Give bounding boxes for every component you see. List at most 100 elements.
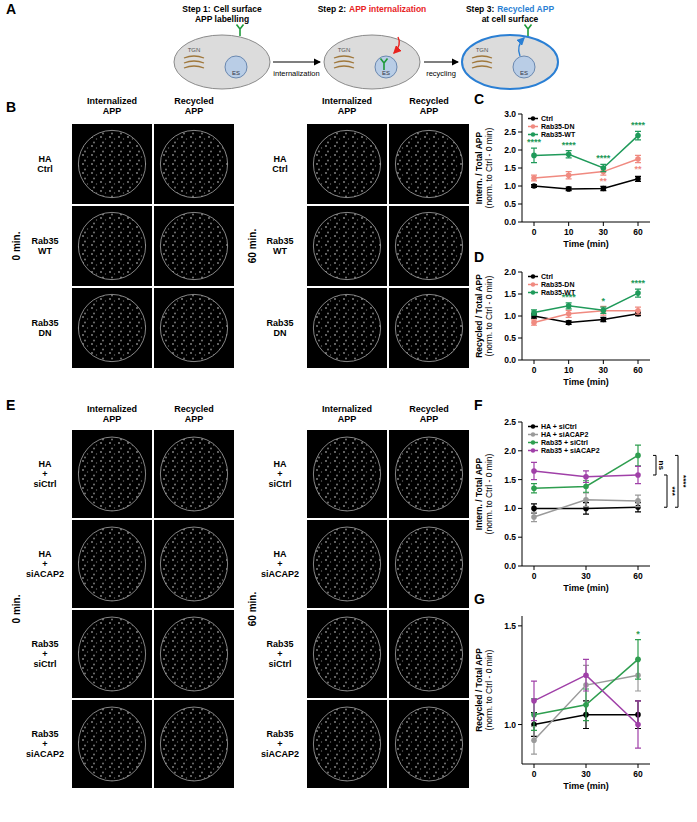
y-tick — [518, 566, 522, 567]
x-tick-label: 30 — [581, 571, 591, 581]
x-axis-title: Time (min) — [563, 781, 608, 791]
row-label-line: Rab35 — [266, 639, 293, 649]
panel-letter: F — [474, 397, 483, 413]
cell-schematic: TGNES — [462, 25, 558, 90]
column-header-line: APP — [338, 106, 357, 116]
data-point — [635, 498, 641, 504]
row-label-line: Rab35 — [266, 236, 293, 246]
column-header-line: APP — [103, 106, 122, 116]
row-label: Rab35+siACAP2 — [261, 729, 299, 759]
micrograph — [72, 288, 152, 368]
legend-label: Rab35 + siACAP2 — [541, 447, 600, 454]
y-tick — [518, 316, 522, 317]
cell-outline — [313, 294, 380, 361]
antibody — [525, 25, 532, 37]
row-label-line: DN — [274, 328, 287, 338]
data-point — [531, 485, 537, 491]
cell — [174, 35, 270, 89]
series-line — [534, 136, 638, 168]
cell-outline — [313, 707, 380, 781]
error-bar — [583, 659, 589, 691]
y-tick-label: 0.0 — [504, 561, 516, 571]
chart: 0.00.51.01.52.00103060Time (min)Recycled… — [474, 267, 650, 387]
legend-marker — [531, 440, 535, 444]
series-line — [534, 179, 638, 189]
step-text: APP internalization — [349, 4, 426, 14]
x-tick — [586, 764, 587, 768]
cell-outline — [160, 437, 227, 511]
row-label-line: HA — [274, 549, 287, 559]
micrograph — [154, 700, 234, 788]
data-point — [531, 514, 537, 520]
cell — [462, 35, 558, 89]
comparison-bracket — [664, 475, 667, 507]
data-point — [635, 290, 641, 296]
data-point — [583, 672, 589, 678]
y-tick-label: 2.0 — [504, 145, 516, 155]
row-label: HACtrl — [37, 154, 53, 174]
legend: HA + siCtrlHA + siACAP2Rab35 + siCtrlRab… — [528, 423, 600, 454]
cell-outline — [78, 130, 145, 197]
row-label-line: Rab35 — [31, 318, 58, 328]
row-label: HA+siCtrl — [268, 459, 291, 489]
row-label-line: Rab35 — [266, 318, 293, 328]
timepoint-label: 60 min. — [247, 229, 258, 264]
micrograph — [154, 520, 234, 608]
column-header: InternalizedAPP — [322, 96, 372, 116]
step-text: Step 3: — [466, 4, 495, 14]
cell-outline — [313, 437, 380, 511]
y-tick — [518, 508, 522, 509]
y-tick — [518, 132, 522, 133]
significance-label: **** — [631, 120, 646, 130]
row-label-line: Rab35 — [266, 729, 293, 739]
series-line — [534, 659, 638, 714]
row-label-line: Rab35 — [31, 236, 58, 246]
organelle-label: ES — [382, 70, 390, 76]
legend-marker — [531, 448, 535, 452]
y-tick-label: 2.0 — [504, 267, 516, 277]
legend-label: Rab35-WT — [541, 131, 576, 138]
error-bar — [635, 640, 641, 679]
data-point — [531, 175, 537, 181]
y-tick-label: 3.0 — [504, 109, 516, 119]
micrograph — [72, 610, 152, 698]
series: Ctrl — [531, 311, 641, 325]
antibody — [237, 25, 244, 37]
column-header: RecycledAPP — [174, 96, 214, 116]
recycling-arrow — [519, 38, 524, 56]
row-label-line: WT — [273, 246, 287, 256]
error-bar — [635, 701, 641, 748]
micrograph — [389, 430, 469, 518]
y-tick-label: 1.5 — [504, 475, 516, 485]
y-axis-title: Recycled / Total APP — [474, 274, 484, 358]
x-tick — [603, 222, 604, 226]
error-bar — [600, 306, 606, 315]
y-tick-label: 2.5 — [504, 127, 516, 137]
internalization-arrow — [394, 37, 399, 53]
significance-label: **** — [527, 137, 542, 147]
micrograph — [72, 124, 152, 204]
data-point — [583, 702, 589, 708]
x-tick-label: 60 — [633, 769, 643, 779]
y-axis-title: (norm. to Ctrl - 0 min) — [484, 275, 494, 356]
data-point — [635, 657, 641, 663]
micrograph — [307, 430, 387, 518]
y-tick — [518, 150, 522, 151]
series: Rab35 + siACAP2 — [531, 659, 641, 748]
arrow-label: internalization — [273, 69, 319, 78]
row-label-line: + — [42, 739, 47, 749]
micrograph — [307, 520, 387, 608]
column-header: RecycledAPP — [409, 404, 449, 424]
panel-letter: G — [474, 591, 485, 607]
micrograph — [389, 520, 469, 608]
column-header: InternalizedAPP — [322, 404, 372, 424]
significance-label: **** — [562, 140, 577, 150]
x-tick-label: 30 — [599, 365, 609, 375]
data-point — [635, 133, 641, 139]
error-bar — [531, 148, 537, 162]
step-arrow — [424, 61, 458, 62]
cell-outline — [160, 212, 227, 279]
x-axis — [522, 360, 650, 361]
row-label-line: siACAP2 — [261, 569, 299, 579]
x-tick-label: 60 — [633, 571, 643, 581]
